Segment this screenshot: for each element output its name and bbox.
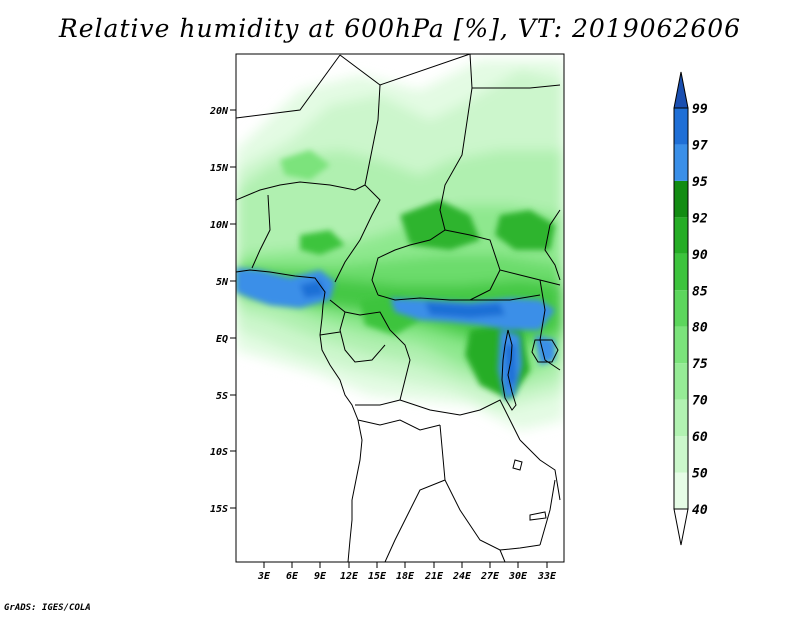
- lat-tick-label: 10N: [210, 220, 229, 231]
- colorbar-swatch: [674, 399, 688, 437]
- colorbar: 40 50 60 70 75 80 85 90 92 95 97 99: [673, 71, 708, 546]
- map-title: Relative humidity at 600hPa [%], VT: 201…: [58, 14, 742, 43]
- colorbar-level-label: 90: [692, 248, 708, 263]
- lon-tick-label: 30E: [508, 571, 528, 582]
- lon-tick-label: 15E: [368, 571, 387, 582]
- colorbar-level-label: 60: [692, 430, 708, 445]
- humidity-field: [236, 54, 564, 562]
- colorbar-level-label: 70: [692, 394, 708, 409]
- lon-tick-label: 33E: [537, 571, 557, 582]
- lat-tick-label: 5S: [216, 391, 228, 402]
- lat-tick-label: 10S: [210, 447, 228, 458]
- lon-tick-label: 27E: [480, 571, 500, 582]
- lon-tick-label: 3E: [257, 571, 271, 582]
- colorbar-level-label: 97: [692, 138, 708, 153]
- lon-tick-label: 6E: [286, 571, 299, 582]
- map-frame: [235, 53, 565, 563]
- colorbar-swatch: [674, 253, 688, 291]
- colorbar-swatch: [674, 363, 688, 400]
- colorbar-swatch: [674, 472, 688, 509]
- colorbar-swatch: [674, 180, 688, 218]
- lon-tick-label: 9E: [314, 571, 327, 582]
- lon-tick-label: 12E: [340, 571, 359, 582]
- lat-tick-label: 5N: [216, 277, 229, 288]
- colorbar-swatch: [674, 290, 688, 327]
- credit-label: GrADS: IGES/COLA: [4, 603, 91, 613]
- lat-tick-label: 15N: [210, 163, 229, 174]
- colorbar-level-label: 99: [692, 102, 708, 117]
- colorbar-swatch: [674, 326, 688, 364]
- colorbar-swatch: [674, 436, 688, 473]
- longitude-axis: 3E 6E 9E 12E 15E 18E 21E 24E 27E 30E 33E: [257, 562, 557, 582]
- colorbar-level-label: 50: [692, 467, 708, 482]
- colorbar-level-label: 95: [692, 175, 708, 190]
- colorbar-upper-tail: [673, 71, 689, 109]
- country-borders: [236, 54, 561, 562]
- lon-tick-label: 21E: [424, 571, 444, 582]
- colorbar-swatch: [674, 217, 688, 254]
- colorbar-level-label: 75: [692, 357, 708, 372]
- colorbar-level-label: 92: [692, 211, 708, 226]
- colorbar-swatch: [674, 144, 688, 181]
- colorbar-level-label: 80: [692, 321, 708, 336]
- lat-tick-label: EQ: [216, 334, 228, 345]
- colorbar-swatch: [674, 108, 688, 145]
- colorbar-lower-tail: [673, 508, 689, 546]
- lon-tick-label: 18E: [396, 571, 415, 582]
- lon-tick-label: 24E: [452, 571, 472, 582]
- latitude-axis: 20N 15N 10N 5N EQ 5S 10S 15S: [209, 106, 236, 515]
- lat-tick-label: 15S: [210, 504, 228, 515]
- lat-tick-label: 20N: [209, 106, 229, 117]
- colorbar-level-label: 40: [692, 503, 708, 518]
- colorbar-level-label: 85: [692, 284, 708, 299]
